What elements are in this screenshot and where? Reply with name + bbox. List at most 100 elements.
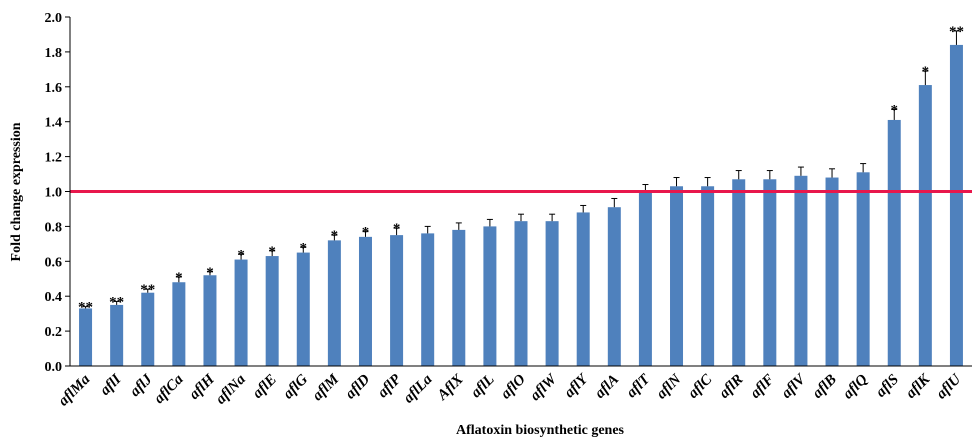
error-bar-aflD: [362, 231, 369, 237]
error-bar-aflMa: [82, 306, 89, 309]
significance-aflCa: *: [175, 270, 183, 286]
y-tick-label: 0.6: [45, 255, 63, 270]
error-bar-aflJ: [144, 288, 151, 293]
error-bar-aflM: [331, 234, 338, 241]
x-tick-label-aflC: aflC: [685, 371, 716, 402]
bar-aflS: [887, 119, 901, 366]
x-tick-label-aflV: aflV: [779, 370, 811, 402]
x-tick-label-aflN: aflN: [654, 371, 686, 403]
x-tick-label-AflX: AflX: [434, 371, 467, 404]
bar-aflC: [701, 186, 715, 366]
x-tick-label-aflR: aflR: [716, 372, 746, 402]
error-bar-aflI: [113, 300, 120, 305]
error-bar-aflCa: [175, 276, 182, 283]
bar-aflU: [949, 44, 963, 367]
error-bar-aflN: [673, 177, 680, 187]
significance-aflE: *: [268, 244, 276, 260]
error-bar-aflQ: [860, 163, 867, 173]
error-bar-aflA: [611, 197, 618, 208]
y-tick-label: 2.0: [45, 11, 63, 26]
x-tick-label-aflQ: aflQ: [840, 371, 871, 402]
bar-aflD: [358, 236, 372, 366]
bar-aflW: [545, 221, 559, 366]
x-tick-label-aflA: aflA: [592, 372, 622, 402]
bar-aflE: [265, 256, 279, 366]
x-tick-label-aflLa: aflLa: [401, 371, 436, 406]
x-tick-label-aflP: aflP: [375, 371, 405, 401]
significance-aflD: *: [362, 225, 370, 241]
bar-aflK: [918, 85, 932, 367]
bar-aflO: [514, 221, 528, 366]
x-tick-label-aflO: aflO: [498, 371, 529, 402]
y-axis-ticks: 0.0 0.2 0.4 0.6 0.8 1.0 1.2 1.4 1.6 1.8 2.0: [45, 11, 70, 375]
bar-aflF: [763, 179, 777, 366]
bar-AflX: [452, 229, 466, 366]
y-tick-label: 0.4: [45, 290, 63, 305]
bar-aflMa: [79, 308, 93, 366]
bar-aflM: [327, 240, 341, 366]
bar-aflB: [825, 177, 839, 366]
x-tick-label-aflM: aflM: [310, 371, 343, 404]
bar-aflCa: [172, 282, 186, 366]
x-tick-label-aflCa: aflCa: [151, 371, 187, 407]
error-bar-aflV: [797, 166, 804, 176]
error-bar-aflR: [735, 170, 742, 180]
significance-aflMa: **: [78, 300, 93, 316]
x-axis-title: Aflatoxin biosynthetic genes: [456, 423, 625, 438]
y-tick-label: 1.0: [45, 186, 63, 201]
significance-aflS: *: [890, 102, 898, 118]
significance-aflU: **: [949, 24, 964, 40]
bar-aflQ: [856, 172, 870, 366]
bar-aflI: [110, 304, 124, 366]
x-tick-label-aflY: aflY: [561, 370, 592, 401]
significance-aflK: *: [922, 64, 930, 80]
bar-aflL: [483, 226, 497, 366]
significance-labels: ** ***** ** * ** * *****: [78, 24, 964, 316]
significance-aflP: *: [393, 221, 401, 237]
bar-aflLa: [421, 233, 435, 366]
significance-aflG: *: [300, 240, 308, 256]
significance-aflNa: *: [237, 247, 245, 263]
error-bar-aflO: [518, 213, 524, 222]
x-tick-label-aflB: aflB: [810, 372, 840, 402]
y-tick-label: 1.4: [45, 116, 63, 131]
x-tick-label-aflNa: aflNa: [213, 371, 249, 407]
bar-aflN: [670, 186, 684, 366]
x-tick-label-aflS: aflS: [873, 372, 902, 401]
error-bar-AflX: [455, 222, 462, 230]
error-bar-aflE: [269, 250, 276, 257]
bar-aflG: [296, 252, 310, 366]
error-bar-aflF: [766, 170, 773, 180]
error-bar-aflU: [953, 30, 960, 45]
y-axis-title: Fold change expression: [9, 122, 24, 261]
error-bar-aflY: [580, 204, 587, 213]
x-tick-label-aflF: aflF: [747, 372, 777, 402]
bar-aflT: [638, 191, 652, 366]
y-tick-label: 1.8: [45, 46, 63, 61]
bar-aflNa: [234, 259, 248, 366]
error-bar-aflB: [829, 168, 836, 178]
bar-aflH: [203, 275, 217, 366]
error-bar-aflS: [891, 108, 898, 120]
y-tick-label: 1.2: [45, 151, 63, 166]
bar-aflJ: [141, 292, 155, 366]
error-bar-aflC: [704, 177, 711, 187]
error-bar-aflP: [393, 227, 400, 236]
x-tick-label-aflT: aflT: [624, 371, 654, 401]
significance-aflH: *: [206, 265, 214, 281]
x-tick-label-aflI: aflI: [97, 371, 125, 399]
y-tick-label: 0.0: [45, 360, 63, 375]
error-bar-aflK: [922, 70, 929, 86]
error-bar-aflG: [300, 246, 307, 253]
significance-aflI: **: [109, 294, 124, 310]
x-tick-label-aflK: aflK: [903, 371, 934, 402]
x-tick-label-aflD: aflD: [343, 371, 374, 402]
significance-aflM: *: [331, 228, 339, 244]
bar-aflV: [794, 175, 808, 366]
x-tick-label-aflW: aflW: [527, 370, 561, 404]
y-tick-label: 0.2: [45, 325, 63, 340]
x-tick-label-aflU: aflU: [934, 371, 966, 403]
error-bars: [82, 30, 960, 309]
